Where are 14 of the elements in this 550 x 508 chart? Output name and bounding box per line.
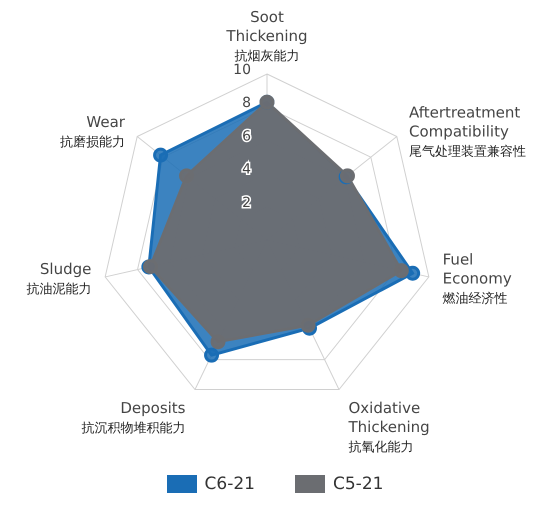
y-tick-label: 6 bbox=[242, 128, 252, 144]
spoke-label: Sludge 抗油泥能力 bbox=[26, 260, 92, 298]
y-tick-label: 4 bbox=[242, 162, 252, 178]
spoke-label: Aftertreatment Compatibility 尾气处理装置兼容性 bbox=[409, 104, 526, 160]
legend-label: C5-21 bbox=[333, 474, 384, 494]
spoke-label: Oxidative Thickening 抗氧化能力 bbox=[347, 398, 430, 455]
y-tick-label: 2 bbox=[242, 194, 251, 211]
legend-label: C6-21 bbox=[204, 474, 255, 494]
spoke-label: Deposits 抗沉积物堆积能力 bbox=[82, 398, 186, 436]
spoke-label: Fuel Economy 燃油经济性 bbox=[442, 250, 512, 307]
spoke-label: Soot Thickening 抗烟灰能力 bbox=[225, 8, 308, 64]
y-tick-label: 10 bbox=[233, 62, 251, 78]
spoke-label: Wear 抗磨损能力 bbox=[60, 113, 126, 150]
y-tick-label: 8 bbox=[242, 95, 251, 112]
